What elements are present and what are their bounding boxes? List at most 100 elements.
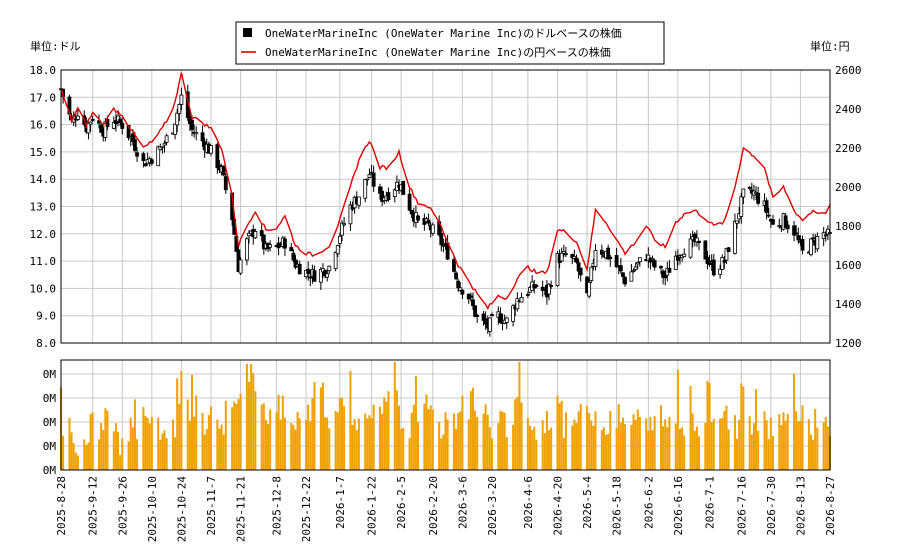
- volume-tick-label: 0M: [43, 368, 57, 381]
- candle-body: [261, 234, 266, 250]
- candle-body: [756, 192, 761, 204]
- volume-bar: [619, 422, 622, 470]
- candle-body: [76, 115, 80, 120]
- candle-body: [430, 224, 435, 234]
- legend: OneWaterMarineInc (OneWater Marine Inc)の…: [235, 21, 665, 65]
- volume-bar: [558, 403, 561, 470]
- candle-body: [471, 299, 475, 307]
- volume-bar: [425, 394, 428, 470]
- volume-tick-label: 0M: [43, 464, 57, 477]
- volume-bar: [385, 401, 388, 470]
- volume-bar: [712, 419, 715, 470]
- right-axis-ticks: 1200 1400 1600 1800 2000 2200 2400 2600: [835, 64, 862, 350]
- volume-bar: [545, 411, 548, 470]
- volume-bar: [490, 438, 493, 470]
- candle-body: [766, 214, 771, 217]
- candle-body: [549, 285, 554, 287]
- candle-body: [547, 283, 551, 295]
- volume-bar: [824, 416, 827, 470]
- volume-bar: [795, 411, 798, 470]
- volume-bar: [607, 433, 610, 470]
- volume-bar: [482, 413, 485, 470]
- x-tick-label: 2025-9-26: [116, 476, 129, 536]
- x-tick-label: 2026-1-7: [334, 476, 347, 529]
- volume-bar: [235, 403, 238, 470]
- candle-body: [356, 196, 361, 206]
- volume-bar: [710, 422, 713, 470]
- volume-bar: [364, 413, 367, 470]
- candle-body: [695, 237, 699, 243]
- candle-body: [705, 256, 710, 264]
- volume-bar: [307, 404, 310, 470]
- volume-bar: [484, 404, 487, 470]
- volume-bar: [609, 411, 612, 470]
- candle-body: [306, 268, 311, 275]
- candle-body: [718, 268, 723, 275]
- volume-bar: [188, 420, 191, 470]
- volume-bar: [104, 408, 107, 470]
- volume-bar: [296, 412, 299, 470]
- x-tick-label: 2026-4-6: [522, 476, 535, 529]
- volume-bar: [412, 404, 415, 470]
- candle-body: [747, 186, 752, 189]
- candle-body: [599, 249, 604, 255]
- candle-body: [156, 146, 161, 167]
- candle-body: [179, 94, 184, 105]
- x-tick-label: 2026-7-16: [735, 476, 748, 536]
- volume-bar: [131, 427, 134, 470]
- volume-bar: [338, 398, 341, 470]
- volume-bar: [742, 386, 745, 470]
- candle-body: [318, 269, 323, 283]
- volume-bar: [763, 411, 766, 470]
- candle-body: [335, 245, 340, 255]
- candle-body: [608, 256, 613, 260]
- candle-body: [439, 232, 444, 246]
- candle-body: [473, 305, 477, 317]
- volume-bar: [157, 417, 160, 470]
- volume-bar: [195, 395, 198, 470]
- volume-plot-frame: [60, 359, 831, 471]
- volume-bar: [201, 412, 204, 470]
- volume-bar: [148, 423, 151, 470]
- candle-body: [116, 115, 120, 122]
- volume-bar: [822, 422, 825, 470]
- price-plot-frame: [60, 69, 831, 344]
- candle-body: [363, 179, 368, 199]
- candle-body: [253, 230, 258, 239]
- candle-body: [618, 265, 623, 272]
- right-unit-label: 単位:円: [810, 39, 850, 53]
- left-tick-label: 9.0: [36, 310, 56, 323]
- volume-bar: [417, 421, 420, 470]
- volume-bar: [786, 413, 789, 470]
- volume-bar: [816, 427, 819, 470]
- volume-bar: [615, 427, 618, 470]
- volume-bar: [431, 409, 434, 470]
- volume-bar: [698, 436, 701, 470]
- candle-body: [490, 314, 494, 317]
- candle-body: [726, 247, 731, 253]
- x-tick-label: 2026-3-20: [486, 476, 499, 536]
- volume-bar: [89, 414, 92, 470]
- x-tick-label: 2025-9-12: [87, 476, 100, 536]
- volume-bar: [505, 437, 508, 470]
- left-unit-label: 単位:ドル: [30, 39, 81, 53]
- candle-body: [650, 258, 655, 261]
- volume-bar: [586, 405, 589, 470]
- volume-bar: [146, 417, 149, 470]
- candle-body: [593, 250, 598, 267]
- volume-bar: [112, 431, 115, 470]
- candle-body: [86, 122, 91, 134]
- volume-bar: [784, 420, 787, 470]
- candle-body: [785, 224, 790, 230]
- volume-bar: [218, 428, 221, 470]
- candle-body: [458, 287, 463, 291]
- candle-body: [460, 289, 465, 295]
- volume-bar: [668, 416, 671, 470]
- volume-bar: [446, 419, 449, 470]
- volume-bar: [486, 414, 489, 470]
- volume-bar: [602, 427, 605, 470]
- volume-bar: [767, 439, 770, 470]
- volume-bar: [277, 394, 280, 470]
- volume-bar: [114, 423, 117, 470]
- candle-body: [111, 121, 116, 129]
